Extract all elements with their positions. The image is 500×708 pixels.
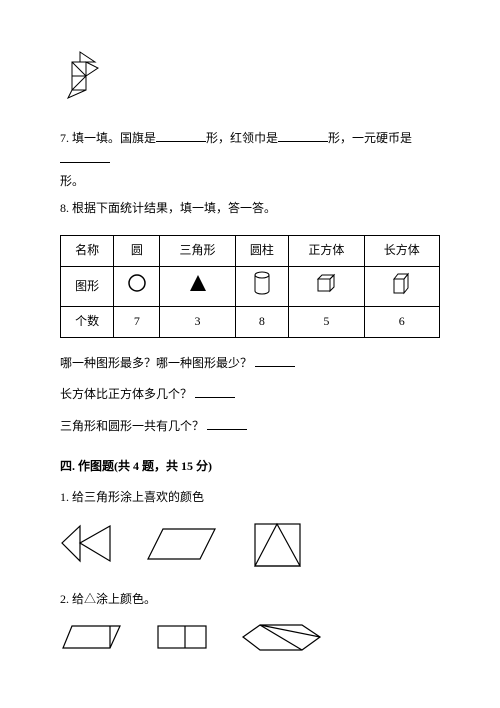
- shape-parallelogram-split: [60, 623, 125, 653]
- shape-cuboid: [364, 266, 439, 307]
- section-4-title: 四. 作图题(共 4 题，共 15 分): [60, 456, 440, 478]
- shape-rectangle-split: [155, 623, 210, 653]
- header-cube: 正方体: [289, 235, 364, 266]
- blank: [255, 354, 295, 367]
- shapes-row-2: [60, 620, 440, 655]
- sub-question-2: 长方体比正方体多几个？: [60, 384, 440, 406]
- row-shape-label: 图形: [61, 266, 114, 307]
- header-name: 名称: [61, 235, 114, 266]
- sq2-text: 长方体比正方体多几个？: [60, 387, 192, 401]
- blank: [60, 150, 110, 163]
- q7-prefix: 7. 填一填。国旗是: [60, 131, 156, 145]
- row-count-label: 个数: [61, 307, 114, 338]
- shape-double-triangle: [60, 521, 115, 566]
- question-7: 7. 填一填。国旗是 形，红领巾是 形，一元硬币是形。: [60, 128, 440, 193]
- count-cuboid: 6: [364, 307, 439, 338]
- blank: [278, 129, 328, 142]
- header-circle: 圆: [114, 235, 160, 266]
- sq1-text: 哪一种图形最多？哪一种图形最少？: [60, 356, 252, 370]
- section4-q1: 1. 给三角形涂上喜欢的颜色: [60, 487, 440, 509]
- shape-circle: [114, 266, 160, 307]
- count-cylinder: 8: [235, 307, 288, 338]
- shape-cylinder: [235, 266, 288, 307]
- shape-cube: [289, 266, 364, 307]
- header-cylinder: 圆柱: [235, 235, 288, 266]
- shape-hexagon-split: [240, 620, 325, 655]
- count-circle: 7: [114, 307, 160, 338]
- sub-question-1: 哪一种图形最多？哪一种图形最少？: [60, 353, 440, 375]
- header-cuboid: 长方体: [364, 235, 439, 266]
- sq3-text: 三角形和圆形一共有几个？: [60, 419, 204, 433]
- section4-q2: 2. 给△涂上颜色。: [60, 589, 440, 611]
- blank: [195, 385, 235, 398]
- stats-table: 名称 圆 三角形 圆柱 正方体 长方体 图形 个数 7 3 8 5 6: [60, 235, 440, 338]
- sub-question-3: 三角形和圆形一共有几个？: [60, 416, 440, 438]
- q7-mid2: 形，一元硬币是: [328, 131, 412, 145]
- count-triangle: 3: [160, 307, 235, 338]
- blank: [156, 129, 206, 142]
- question-8: 8. 根据下面统计结果，填一填，答一答。: [60, 198, 440, 220]
- shape-square-triangle: [250, 519, 305, 569]
- blank: [207, 417, 247, 430]
- shape-triangle: [160, 266, 235, 307]
- header-triangle: 三角形: [160, 235, 235, 266]
- shapes-row-1: [60, 519, 440, 569]
- q7-mid1: 形，红领巾是: [206, 131, 278, 145]
- count-cube: 5: [289, 307, 364, 338]
- shape-parallelogram: [145, 524, 220, 564]
- q8-text: 8. 根据下面统计结果，填一填，答一答。: [60, 201, 276, 215]
- decorative-tangram: [60, 50, 440, 113]
- q7-suffix: 形。: [60, 174, 84, 188]
